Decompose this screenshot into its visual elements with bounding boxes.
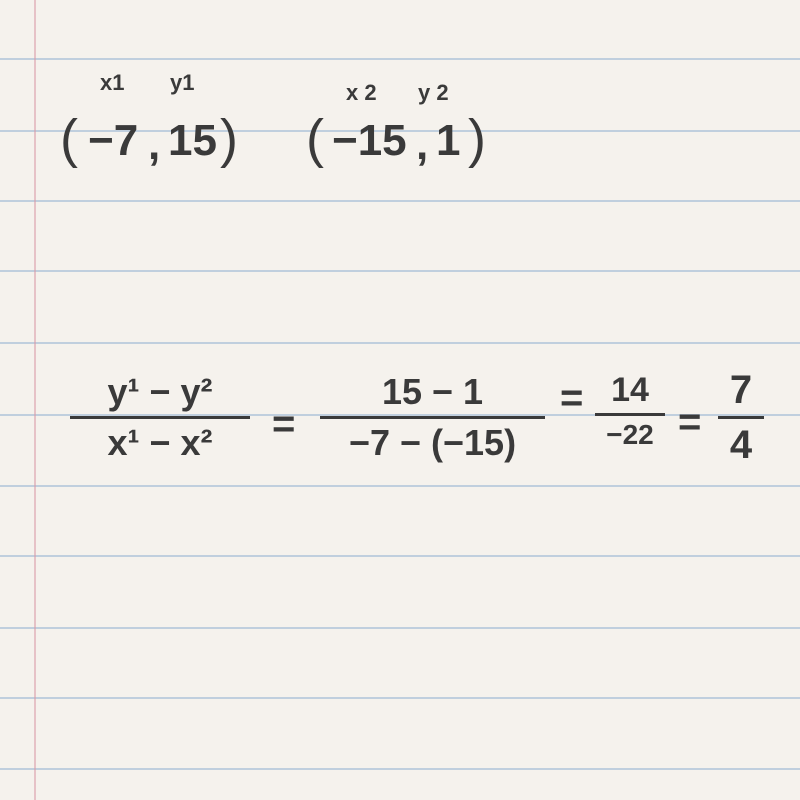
simplify-numerator: 14	[611, 372, 649, 409]
point1-y-label: y1	[170, 70, 194, 96]
point1-x-label: x1	[100, 70, 124, 96]
substitution-fraction: 15 − 1 −7 − (−15)	[320, 372, 545, 462]
fraction-bar	[595, 413, 665, 416]
substitution-numerator: 15 − 1	[382, 372, 483, 412]
point2-close-paren: )	[468, 108, 486, 170]
point1-close-paren: )	[220, 108, 238, 170]
result-fraction: 7 4	[718, 368, 764, 467]
notebook-paper: x1 y1 ( −7 , 15 ) x 2 y 2 ( −15 , 1 ) y¹…	[0, 0, 800, 800]
substitution-denominator: −7 − (−15)	[349, 423, 516, 463]
slope-formula-fraction: y¹ − y² x¹ − x²	[70, 372, 250, 462]
point2-comma: ,	[416, 120, 428, 170]
equals-3: =	[678, 400, 701, 445]
point1-comma: ,	[148, 120, 160, 170]
result-numerator: 7	[730, 368, 752, 412]
fraction-bar	[70, 416, 250, 419]
point2-y-label: y 2	[418, 80, 449, 106]
slope-formula-denominator: x¹ − x²	[107, 423, 212, 463]
equals-2: =	[560, 376, 583, 421]
point1-open-paren: (	[60, 108, 78, 170]
fraction-bar	[718, 416, 764, 419]
simplify-fraction: 14 −22	[595, 372, 665, 451]
margin-line	[34, 0, 36, 800]
slope-formula-numerator: y¹ − y²	[107, 372, 212, 412]
point2-x-value: −15	[332, 116, 407, 166]
fraction-bar	[320, 416, 545, 419]
point2-y-value: 1	[436, 116, 460, 166]
point2-x-label: x 2	[346, 80, 377, 106]
simplify-denominator: −22	[606, 420, 654, 451]
equals-1: =	[272, 402, 295, 447]
point1-y-value: 15	[168, 116, 217, 166]
point1-x-value: −7	[88, 116, 138, 166]
point2-open-paren: (	[306, 108, 324, 170]
result-denominator: 4	[730, 423, 752, 467]
